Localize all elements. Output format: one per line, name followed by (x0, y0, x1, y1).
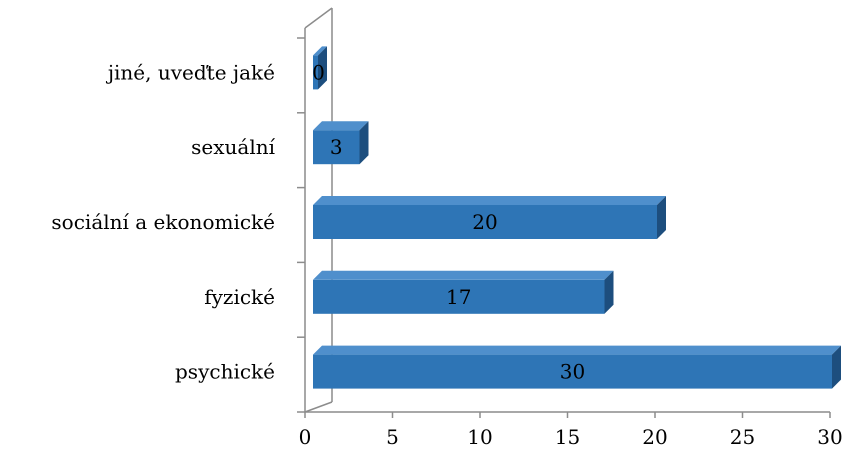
bar-top (313, 196, 666, 205)
bar-front (313, 354, 832, 389)
category-label: psychické (175, 360, 275, 384)
x-tick-label: 20 (642, 425, 667, 449)
x-tick-label: 25 (730, 425, 755, 449)
bar-front (313, 55, 318, 90)
data-label: 20 (472, 210, 497, 234)
bar-top (313, 121, 369, 131)
bar-side (832, 345, 841, 389)
x-tick-label: 10 (467, 425, 492, 449)
category-label: jiné, uveďte jaké (106, 60, 275, 84)
bar-side (604, 270, 614, 314)
bar-side (359, 121, 369, 165)
bar-0 (313, 345, 841, 389)
chart-labels: 0 5 10 15 20 25 3030psychické17fyzické20sociál… (51, 60, 842, 449)
bar-front (313, 130, 360, 165)
chart-bars (313, 46, 841, 389)
x-tick-label: 30 (817, 425, 842, 449)
category-label: fyzické (204, 285, 275, 309)
data-label: 30 (560, 360, 585, 384)
bar-front (313, 279, 605, 314)
x-tick-label: 5 (386, 425, 399, 449)
floor-depth-line (304, 401, 333, 413)
bar-side (657, 196, 666, 239)
bar-1 (313, 270, 614, 314)
category-label: sociální a ekonomické (51, 210, 275, 234)
category-label: sexuální (191, 135, 275, 159)
data-label: 3 (330, 135, 343, 159)
bar-top (313, 270, 614, 280)
bar-top (313, 345, 841, 355)
bar-top (313, 46, 327, 56)
x-tick-label: 0 (299, 425, 312, 449)
x-tick-label: 15 (555, 425, 580, 449)
bar-3 (313, 121, 369, 165)
top-depth-line (304, 7, 333, 29)
bar-4 (313, 46, 327, 90)
bar-2 (313, 196, 666, 239)
bar-side (318, 46, 327, 90)
data-label: 17 (446, 285, 471, 309)
data-label: 0 (312, 60, 325, 84)
bar-front (313, 205, 657, 239)
